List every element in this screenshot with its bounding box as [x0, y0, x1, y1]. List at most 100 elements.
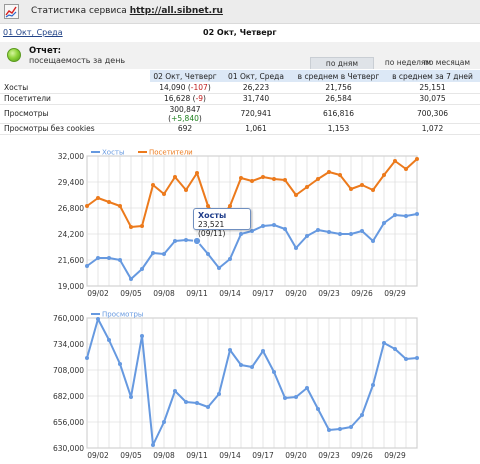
data-point [294, 395, 298, 399]
table-header-row: 02 Окт, Четверг 01 Окт, Среда в среднем … [0, 70, 480, 82]
data-point [217, 392, 221, 396]
y-tick-label: 682,000 [53, 392, 84, 401]
report-title: Отчет: [29, 46, 62, 56]
x-tick-label: 09/08 [153, 451, 175, 460]
data-point [338, 173, 342, 177]
data-point [393, 347, 397, 351]
today-cell: 692 [150, 123, 220, 135]
row-label: Хосты [0, 82, 150, 94]
today-cell: 300,847 (+5,840) [150, 104, 220, 124]
tab-by-month[interactable]: по месяцам [423, 58, 471, 67]
data-point [349, 187, 353, 191]
avg-7-cell: 25,151 [385, 82, 480, 94]
y-tick-label: 656,000 [53, 418, 84, 427]
data-point [192, 236, 202, 246]
data-point [393, 159, 397, 163]
table-row: Просмотры 300,847 (+5,840) 720,941 616,8… [0, 104, 480, 124]
yesterday-cell: 720,941 [220, 104, 292, 124]
data-point [85, 264, 89, 268]
data-point [360, 183, 364, 187]
data-point [129, 395, 133, 399]
x-tick-label: 09/14 [219, 451, 241, 460]
x-tick-label: 09/17 [252, 451, 274, 460]
table-row: Посетители 16,628 (-9) 31,740 26,584 30,… [0, 93, 480, 105]
x-tick-label: 09/29 [384, 451, 406, 460]
data-point [305, 234, 309, 238]
date-nav: 01 Окт, Среда 02 Окт, Четверг [0, 24, 480, 42]
data-point [404, 214, 408, 218]
x-tick-label: 09/29 [384, 289, 406, 298]
y-tick-label: 32,000 [58, 152, 84, 161]
data-point [404, 167, 408, 171]
data-point [184, 400, 188, 404]
tooltip-title: Хосты [198, 211, 227, 220]
data-point [217, 266, 221, 270]
y-tick-label: 21,600 [58, 256, 84, 265]
table-header-empty [0, 70, 150, 82]
data-point [151, 251, 155, 255]
y-tick-label: 24,200 [58, 230, 84, 239]
x-tick-label: 09/11 [186, 451, 208, 460]
data-point [415, 212, 419, 216]
data-point [294, 193, 298, 197]
data-point [195, 171, 199, 175]
data-point [360, 229, 364, 233]
data-point [250, 229, 254, 233]
page-title: Статистика сервиса http://all.sibnet.ru [31, 6, 223, 16]
table-header: в среднем за 7 дней [385, 70, 480, 82]
prev-date-link[interactable]: 01 Окт, Среда [3, 28, 63, 37]
stats-table: 02 Окт, Четверг 01 Окт, Среда в среднем … [0, 70, 480, 135]
today-cell: 14,090 (-107) [150, 82, 220, 94]
traffic-chart: 19,000 21,600 24,200 26,800 29,400 32,000 09/0… [0, 146, 480, 306]
data-point [85, 204, 89, 208]
delta-value: -107 [190, 82, 208, 92]
top-bar: Статистика сервиса http://all.sibnet.ru [0, 0, 480, 24]
data-point [184, 188, 188, 192]
yesterday-cell: 26,223 [220, 82, 292, 94]
data-point [85, 356, 89, 360]
data-point [382, 173, 386, 177]
views-chart-svg: 630,000 656,000 682,000 708,000 734,000 760,0… [53, 311, 419, 460]
data-point [140, 224, 144, 228]
data-point [140, 334, 144, 338]
data-point [129, 225, 133, 229]
data-point [96, 256, 100, 260]
yesterday-cell: 31,740 [220, 93, 292, 105]
data-point [107, 200, 111, 204]
data-point [261, 349, 265, 353]
row-label: Посетители [0, 93, 150, 105]
avg-7-cell: 700,306 [385, 104, 480, 124]
data-point [360, 413, 364, 417]
data-point [294, 246, 298, 250]
tab-by-day[interactable]: по дням [310, 57, 374, 69]
table-row: Хосты 14,090 (-107) 26,223 21,756 25,151 [0, 82, 480, 94]
x-tick-label: 09/20 [285, 451, 307, 460]
tab-by-week[interactable]: по неделям [384, 58, 432, 67]
today-value: 16,628 [164, 94, 191, 103]
data-point [206, 405, 210, 409]
legend-label: Хосты [102, 149, 125, 157]
data-point [261, 175, 265, 179]
x-tick-label: 09/05 [120, 451, 142, 460]
data-point [239, 176, 243, 180]
data-point [305, 185, 309, 189]
data-point [327, 170, 331, 174]
table-header: в среднем в Четверг [292, 70, 385, 82]
data-point [162, 420, 166, 424]
data-point [283, 227, 287, 231]
data-point [195, 401, 199, 405]
data-point [239, 363, 243, 367]
data-point [283, 396, 287, 400]
data-point [228, 348, 232, 352]
data-point [239, 232, 243, 236]
today-cell: 16,628 (-9) [150, 93, 220, 105]
site-link[interactable]: http://all.sibnet.ru [129, 6, 223, 16]
delta-value: -9 [195, 94, 204, 103]
data-point [371, 383, 375, 387]
x-tick-label: 09/26 [351, 451, 373, 460]
data-point [96, 196, 100, 200]
chart-icon [4, 4, 19, 19]
tooltip-value: 23,521 (09/11) [198, 220, 226, 238]
avg-7-cell: 30,075 [385, 93, 480, 105]
data-point [206, 204, 210, 208]
